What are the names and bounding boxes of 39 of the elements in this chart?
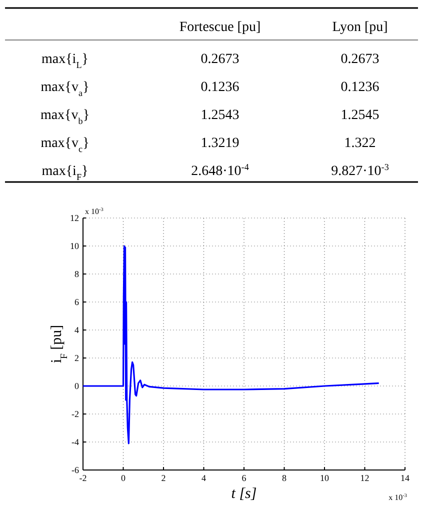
x-axis-title: t [s]: [231, 486, 257, 502]
text: 1.3219: [200, 136, 240, 151]
category-label: max{v$_{b}$}: [40, 108, 90, 126]
y-tick-label: 10: [70, 241, 80, 251]
x-tick-label: 4: [202, 473, 206, 483]
y-tick-label: 0: [74, 381, 80, 391]
y-tick-label: -6: [72, 465, 80, 475]
x-tick-label: 14: [400, 473, 410, 483]
category-label: Lyon [pu]: [332, 20, 388, 35]
x-tick-label: 2: [161, 473, 166, 483]
x-tick-label: 8: [282, 473, 287, 483]
text: 1.2543: [200, 108, 240, 123]
x-tick-label: 6: [242, 473, 247, 483]
y-tick-label: 2: [74, 353, 79, 363]
y-tick-label: 6: [74, 297, 80, 307]
text: x 10$^{-3}$: [85, 207, 104, 216]
text: x 10$^{-3}$: [388, 493, 408, 502]
text: 0.2673: [340, 52, 380, 67]
y-tick-label: 8: [74, 269, 80, 279]
y-tick-label: 12: [70, 213, 79, 223]
text: 0.2673: [200, 52, 240, 67]
text: 0.1236: [200, 80, 240, 95]
y-tick-label: -4: [72, 437, 80, 447]
category-label: max{i$_{L}$}: [41, 52, 89, 70]
category-label: max{v$_{a}$}: [40, 80, 90, 98]
text: 2.648·10$^{-4}$: [191, 162, 249, 179]
x-tick-label: 12: [360, 473, 370, 483]
y-tick-label: 4: [74, 325, 80, 335]
y-tick-label: -2: [72, 409, 79, 419]
line-series: [82, 245, 380, 444]
text: 0.1236: [340, 80, 380, 95]
text: 1.322: [344, 136, 376, 151]
category-label: Fortescue [pu]: [179, 20, 261, 35]
category-label: max{v$_{c}$}: [40, 136, 90, 154]
x-tick-label: 0: [121, 473, 126, 483]
text: 9.827·10$^{-3}$: [331, 162, 389, 179]
x-tick-label: 10: [320, 473, 330, 483]
text: 1.2545: [340, 108, 380, 123]
category-label: max{i$_{F}$}: [42, 164, 88, 182]
